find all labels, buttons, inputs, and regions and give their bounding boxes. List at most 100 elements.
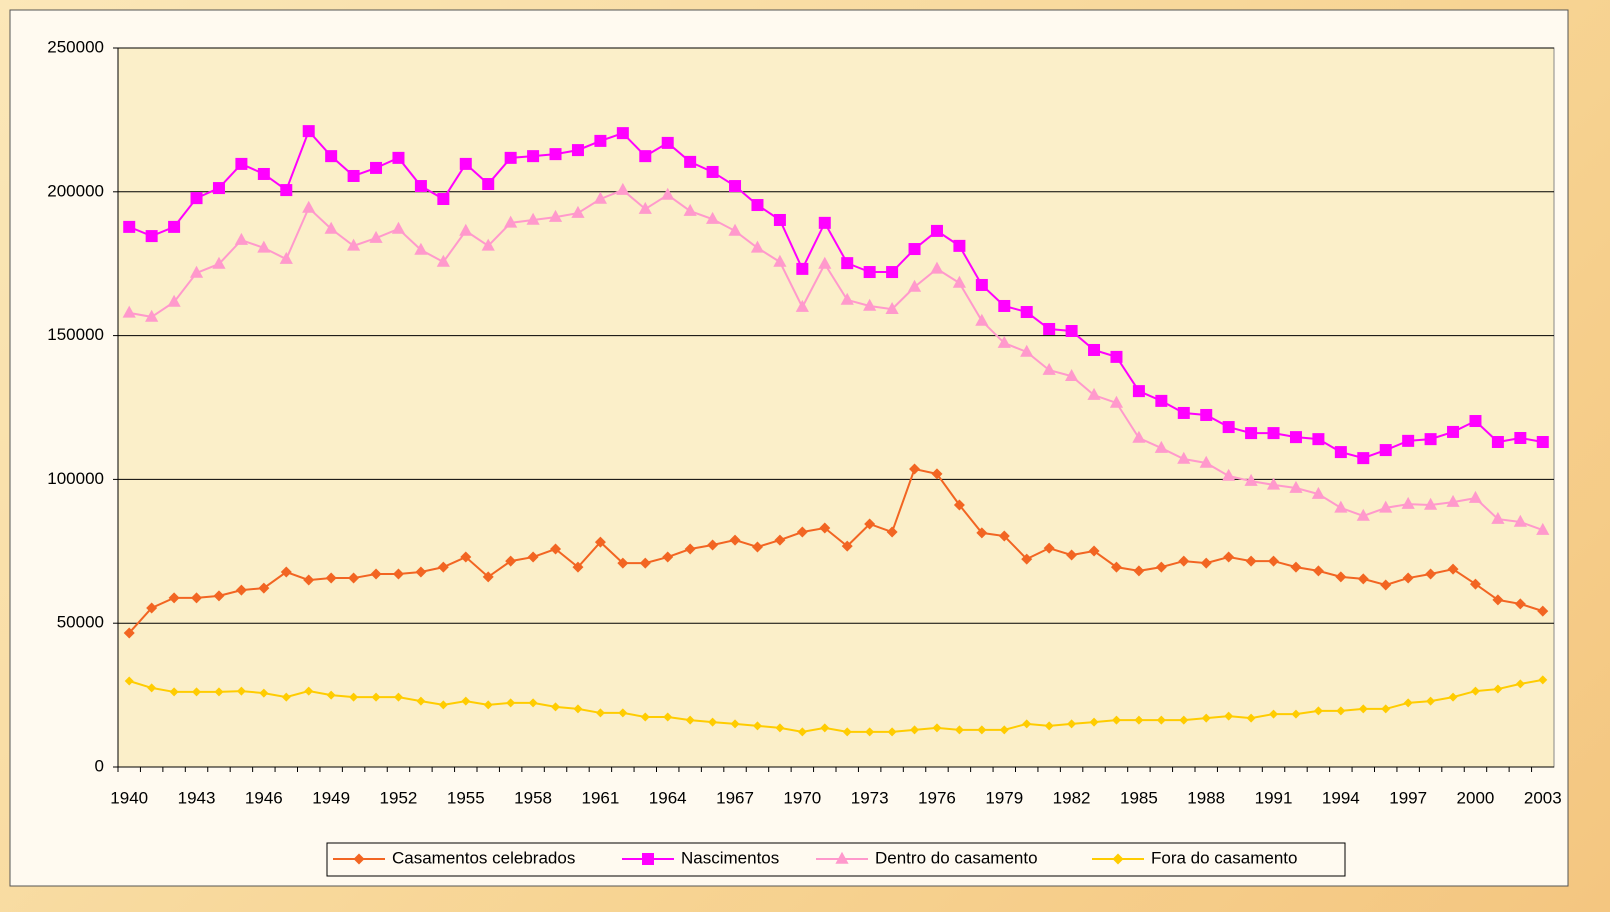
x-tick-label: 1955 [447, 788, 485, 807]
data-point [1267, 427, 1280, 440]
data-point [346, 238, 361, 251]
data-point [1021, 553, 1033, 565]
data-point [1133, 565, 1145, 577]
data-point [1088, 343, 1101, 356]
data-point [1402, 434, 1415, 447]
data-point [1020, 306, 1033, 319]
data-point [1088, 545, 1100, 557]
data-point [1067, 719, 1077, 729]
data-point [683, 203, 697, 216]
data-point [796, 262, 809, 275]
data-point [280, 184, 293, 197]
x-tick-label: 2000 [1457, 788, 1495, 807]
data-point [1022, 719, 1032, 729]
data-point [954, 725, 964, 735]
data-point [1356, 508, 1370, 521]
data-point [953, 239, 966, 252]
data-point [1491, 511, 1505, 524]
data-point [975, 313, 989, 326]
data-point [1269, 709, 1279, 719]
data-point [751, 199, 764, 212]
data-point [909, 463, 921, 475]
data-point [1043, 322, 1056, 335]
data-point [775, 723, 785, 733]
data-point [640, 712, 650, 722]
y-tick-label: 150000 [47, 325, 104, 344]
data-point [571, 205, 585, 218]
data-point [887, 727, 897, 737]
x-tick-label: 1967 [716, 788, 754, 807]
data-point [930, 224, 943, 237]
x-tick-label: 1958 [514, 788, 552, 807]
data-point [1312, 565, 1324, 577]
data-point [818, 216, 831, 229]
data-point [281, 692, 291, 702]
data-point [773, 254, 787, 267]
legend-marker [835, 851, 849, 864]
data-point [213, 590, 225, 602]
data-point [189, 265, 204, 278]
data-point [459, 157, 472, 170]
data-point [1110, 561, 1122, 573]
data-point [280, 566, 292, 578]
data-point [212, 182, 225, 195]
data-point [192, 687, 202, 697]
data-point [1469, 415, 1482, 428]
data-point [369, 230, 383, 243]
data-point [976, 527, 988, 539]
data-point [1178, 555, 1190, 567]
data-point [1132, 385, 1145, 398]
data-point [997, 335, 1011, 348]
data-point [908, 243, 921, 256]
data-point [145, 230, 158, 243]
data-point [1109, 395, 1124, 408]
data-point [1379, 500, 1393, 513]
data-point [326, 690, 336, 700]
data-point [1380, 579, 1392, 591]
data-point [618, 708, 628, 718]
data-point [1066, 549, 1078, 561]
data-point [123, 627, 135, 639]
data-point [391, 221, 406, 234]
data-point [1425, 568, 1437, 580]
x-tick-label: 1991 [1255, 788, 1293, 807]
data-point [1156, 715, 1166, 725]
data-point [1177, 406, 1190, 419]
data-point [481, 238, 495, 251]
data-point [1312, 433, 1325, 446]
data-point [774, 534, 786, 546]
data-point [593, 191, 608, 204]
data-point [952, 275, 967, 288]
data-point [1266, 477, 1281, 490]
y-tick-label: 100000 [47, 469, 104, 488]
data-point [124, 676, 134, 686]
data-point [999, 725, 1009, 735]
data-point [1402, 572, 1414, 584]
data-point [1177, 451, 1191, 464]
x-tick-label: 1985 [1120, 788, 1158, 807]
data-point [235, 584, 247, 596]
data-point [1446, 494, 1460, 507]
data-point [930, 261, 944, 274]
data-point [1447, 563, 1459, 575]
data-point [1513, 514, 1527, 527]
x-tick-label: 1952 [380, 788, 418, 807]
x-tick-label: 1973 [851, 788, 889, 807]
data-point [549, 148, 562, 161]
data-point [819, 522, 831, 534]
x-tick-label: 2003 [1524, 788, 1562, 807]
data-point [437, 561, 449, 573]
series-line [129, 188, 1544, 531]
data-point [571, 144, 584, 157]
data-point [1401, 496, 1415, 509]
data-point [1043, 542, 1055, 554]
data-point [684, 543, 696, 555]
data-point [259, 688, 269, 698]
data-point [483, 700, 493, 710]
x-tick-label: 1970 [783, 788, 821, 807]
data-point [1311, 486, 1326, 499]
data-point [1468, 490, 1483, 503]
data-point [773, 213, 786, 226]
data-point [1064, 368, 1079, 381]
data-point [1200, 557, 1212, 569]
